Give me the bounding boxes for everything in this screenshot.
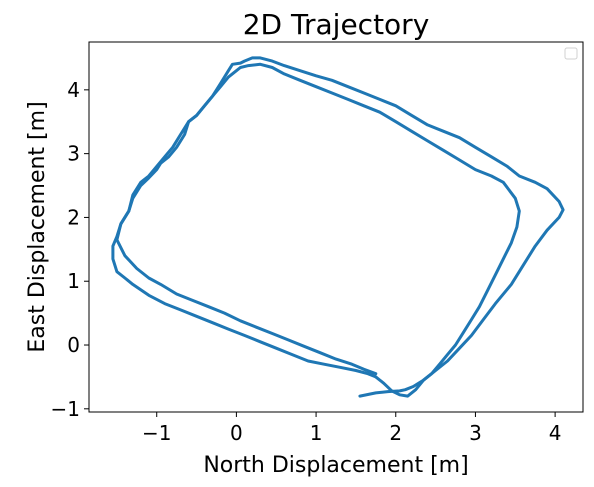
- plot-frame: [88, 41, 584, 413]
- y-axis-ticks: −1 0 1 2 3 4: [51, 78, 89, 421]
- x-tick-label: 0: [230, 421, 243, 445]
- x-tick-label: 2: [389, 421, 402, 445]
- chart-title: 2D Trajectory: [243, 8, 430, 41]
- x-tick-label: 1: [310, 421, 323, 445]
- x-axis-label: North Displacement [m]: [203, 453, 468, 478]
- x-axis-ticks: −1 0 1 2 3 4: [142, 412, 561, 445]
- legend-box: [564, 47, 578, 60]
- x-tick-label: 3: [469, 421, 482, 445]
- y-axis-label: East Displacement [m]: [25, 101, 50, 352]
- series-layer: [111, 56, 565, 398]
- y-tick-label: 0: [67, 333, 80, 357]
- trajectory-line-1: [111, 56, 565, 398]
- y-tick-label: 2: [67, 205, 80, 229]
- y-tick-label: 3: [67, 142, 80, 166]
- x-tick-label: 4: [549, 421, 562, 445]
- y-tick-label: 4: [67, 78, 80, 102]
- y-tick-label: 1: [67, 269, 80, 293]
- trajectory-line-2: [115, 62, 521, 398]
- y-tick-label: −1: [51, 397, 80, 421]
- x-tick-label: −1: [142, 421, 171, 445]
